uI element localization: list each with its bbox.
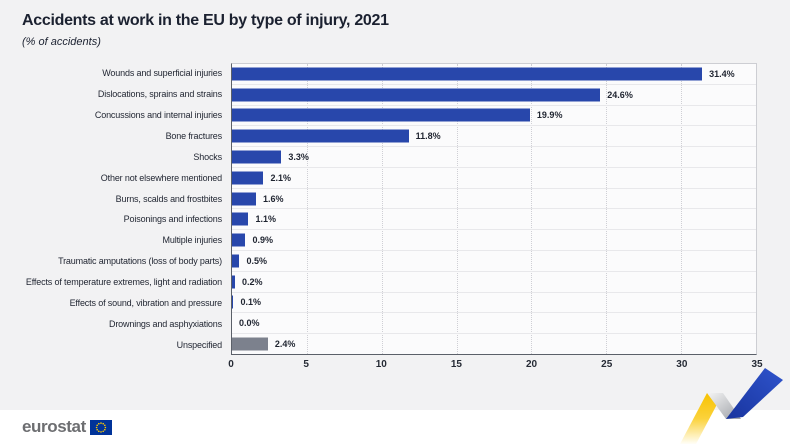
bar-row: 1.6%	[232, 189, 756, 210]
bar	[232, 171, 264, 185]
bar-row: 0.9%	[232, 230, 756, 252]
ribbon-yellow-stripe	[680, 393, 723, 444]
category-label: Shocks	[193, 151, 222, 162]
category-label: Effects of temperature extremes, light a…	[25, 277, 222, 288]
category-label: Traumatic amputations (loss of body part…	[58, 256, 222, 267]
bar-value-label: 2.1%	[270, 172, 291, 183]
bar-row: 11.8%	[232, 126, 756, 148]
bar-row: 0.0%	[232, 313, 756, 335]
bar-value-label: 3.3%	[288, 152, 309, 163]
x-tick-0: 0	[228, 359, 234, 370]
bar	[232, 254, 240, 268]
eu-flag-stars	[95, 421, 107, 433]
bar	[232, 275, 235, 289]
category-labels: Wounds and superficial injuries Dislocati…	[0, 63, 227, 355]
category-label: Dislocations, sprains and strains	[97, 89, 222, 100]
footer-band: eurostat	[0, 410, 790, 444]
category-label: Unspecified	[176, 339, 223, 350]
bar-row: 31.4%	[232, 64, 756, 85]
bar-value-label: 24.6%	[607, 89, 633, 100]
x-tick-35: 35	[751, 359, 763, 370]
bar-value-label: 19.9%	[536, 110, 563, 121]
ribbon-blue-stripe	[726, 368, 783, 419]
eu-flag-icon	[89, 419, 112, 435]
x-tick-10: 10	[375, 359, 387, 370]
bar	[232, 233, 246, 247]
x-tick-30: 30	[676, 359, 688, 370]
x-tick-20: 20	[526, 359, 538, 370]
eurostat-ribbon-decoration	[680, 368, 783, 444]
category-label: Concussions and internal injuries	[94, 110, 222, 121]
bar	[232, 337, 268, 351]
bar	[232, 129, 409, 143]
bar	[232, 212, 249, 226]
bar	[232, 295, 234, 309]
category-label: Other not elsewhere mentioned	[100, 172, 222, 183]
category-label: Multiple injuries	[162, 235, 223, 246]
category-label: Poisonings and infections	[123, 214, 222, 225]
eurostat-logo: eurostat	[22, 417, 112, 437]
category-label: Wounds and superficial injuries	[102, 68, 222, 79]
x-tick-15: 15	[450, 359, 462, 370]
bar-value-label: 0.0%	[239, 318, 260, 329]
eurostat-wordmark: eurostat	[22, 417, 86, 436]
category-label: Effects of sound, vibration and pressure	[69, 297, 223, 308]
bar-value-label: 0.2%	[241, 276, 263, 287]
bar-row: 0.1%	[232, 293, 756, 314]
x-axis: 0 5 10 15 20 25 30 35	[228, 359, 762, 373]
x-tick-5: 5	[303, 359, 309, 370]
bar-row: 1.1%	[232, 209, 756, 231]
bar	[232, 150, 282, 164]
bar-value-label: 2.4%	[274, 339, 296, 350]
bar-value-label: 31.4%	[709, 68, 735, 79]
bar-value-label: 1.1%	[255, 214, 276, 225]
category-label: Drownings and asphyxiations	[108, 318, 222, 329]
chart-subtitle: (% of accidents)	[22, 36, 101, 48]
bar-row: 19.9%	[232, 106, 756, 127]
bar	[232, 88, 601, 102]
bar-value-label: 11.8%	[415, 131, 441, 142]
bar-value-label: 0.5%	[246, 255, 267, 266]
bar-row: 2.1%	[232, 168, 756, 189]
bar	[232, 67, 703, 81]
bar-row: 24.6%	[232, 85, 756, 106]
bar-row: 0.5%	[232, 251, 756, 272]
category-label: Burns, scalds and frostbites	[115, 193, 223, 204]
bar-value-label: 1.6%	[262, 193, 284, 204]
bar	[232, 192, 256, 206]
bar-row: 3.3%	[232, 147, 756, 168]
bar-value-label: 0.1%	[240, 297, 261, 308]
x-tick-25: 25	[601, 359, 613, 370]
bar-row: 0.2%	[232, 272, 756, 293]
bar-row: 2.4%	[232, 334, 756, 354]
plot-area: 31.4% 24.6% 19.9% 11.8% 3.3% 2.1% 1.6% 1.1% 0.9%…	[231, 63, 757, 355]
chart-title: Accidents at work in the EU by type of i…	[22, 12, 389, 29]
bar	[232, 108, 530, 122]
bar-value-label: 0.9%	[252, 235, 273, 246]
category-label: Bone fractures	[165, 131, 223, 141]
